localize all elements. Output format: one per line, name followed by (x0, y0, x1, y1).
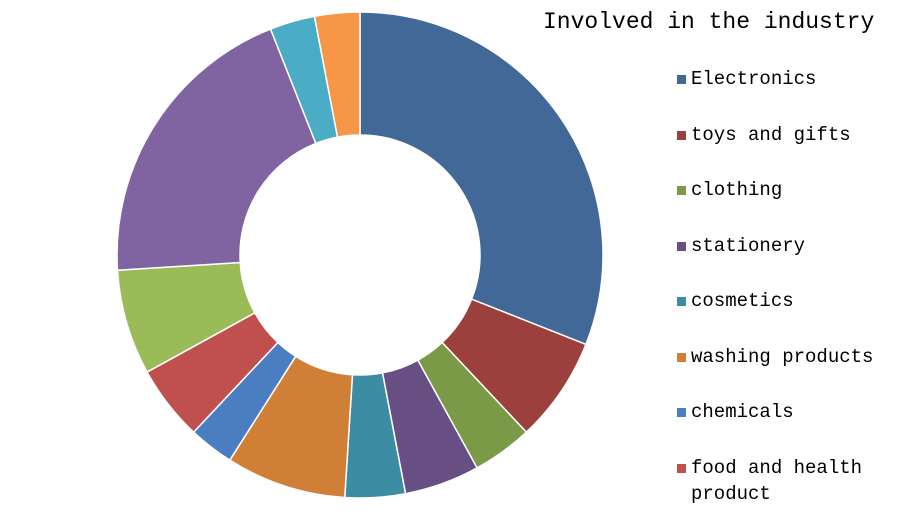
legend-swatch (677, 130, 686, 140)
legend-item: stationery (677, 233, 899, 259)
legend-label: clothing (691, 179, 783, 201)
legend-label: Electronics (691, 68, 817, 90)
legend-swatch (677, 352, 686, 362)
legend-item: washing products (677, 344, 899, 370)
donut-slice (116, 28, 317, 272)
legend-label: chemicals (691, 401, 794, 423)
chart-title: Involved in the industry (543, 9, 874, 35)
donut-slice (313, 11, 361, 139)
legend-swatch (677, 463, 686, 473)
legend-swatch (677, 297, 686, 306)
legend-swatch (677, 186, 686, 195)
legend-item: clothing (677, 177, 899, 203)
donut-slice (359, 11, 604, 346)
legend-swatch (677, 408, 686, 417)
legend-label: cosmetics (691, 290, 794, 312)
legend-item: Electronics (677, 66, 899, 92)
legend-item: cosmetics (677, 288, 899, 314)
legend-label: washing products (691, 345, 874, 368)
legend-swatch (677, 241, 686, 251)
legend-label: toys and gifts (691, 123, 851, 146)
legend-item: toys and gifts (677, 122, 899, 148)
legend-item: chemicals (677, 399, 899, 425)
legend-label: food and health product (691, 456, 863, 505)
legend-label: stationery (691, 234, 806, 257)
legend-swatch (677, 75, 686, 84)
legend-item: food and health product (677, 455, 899, 507)
